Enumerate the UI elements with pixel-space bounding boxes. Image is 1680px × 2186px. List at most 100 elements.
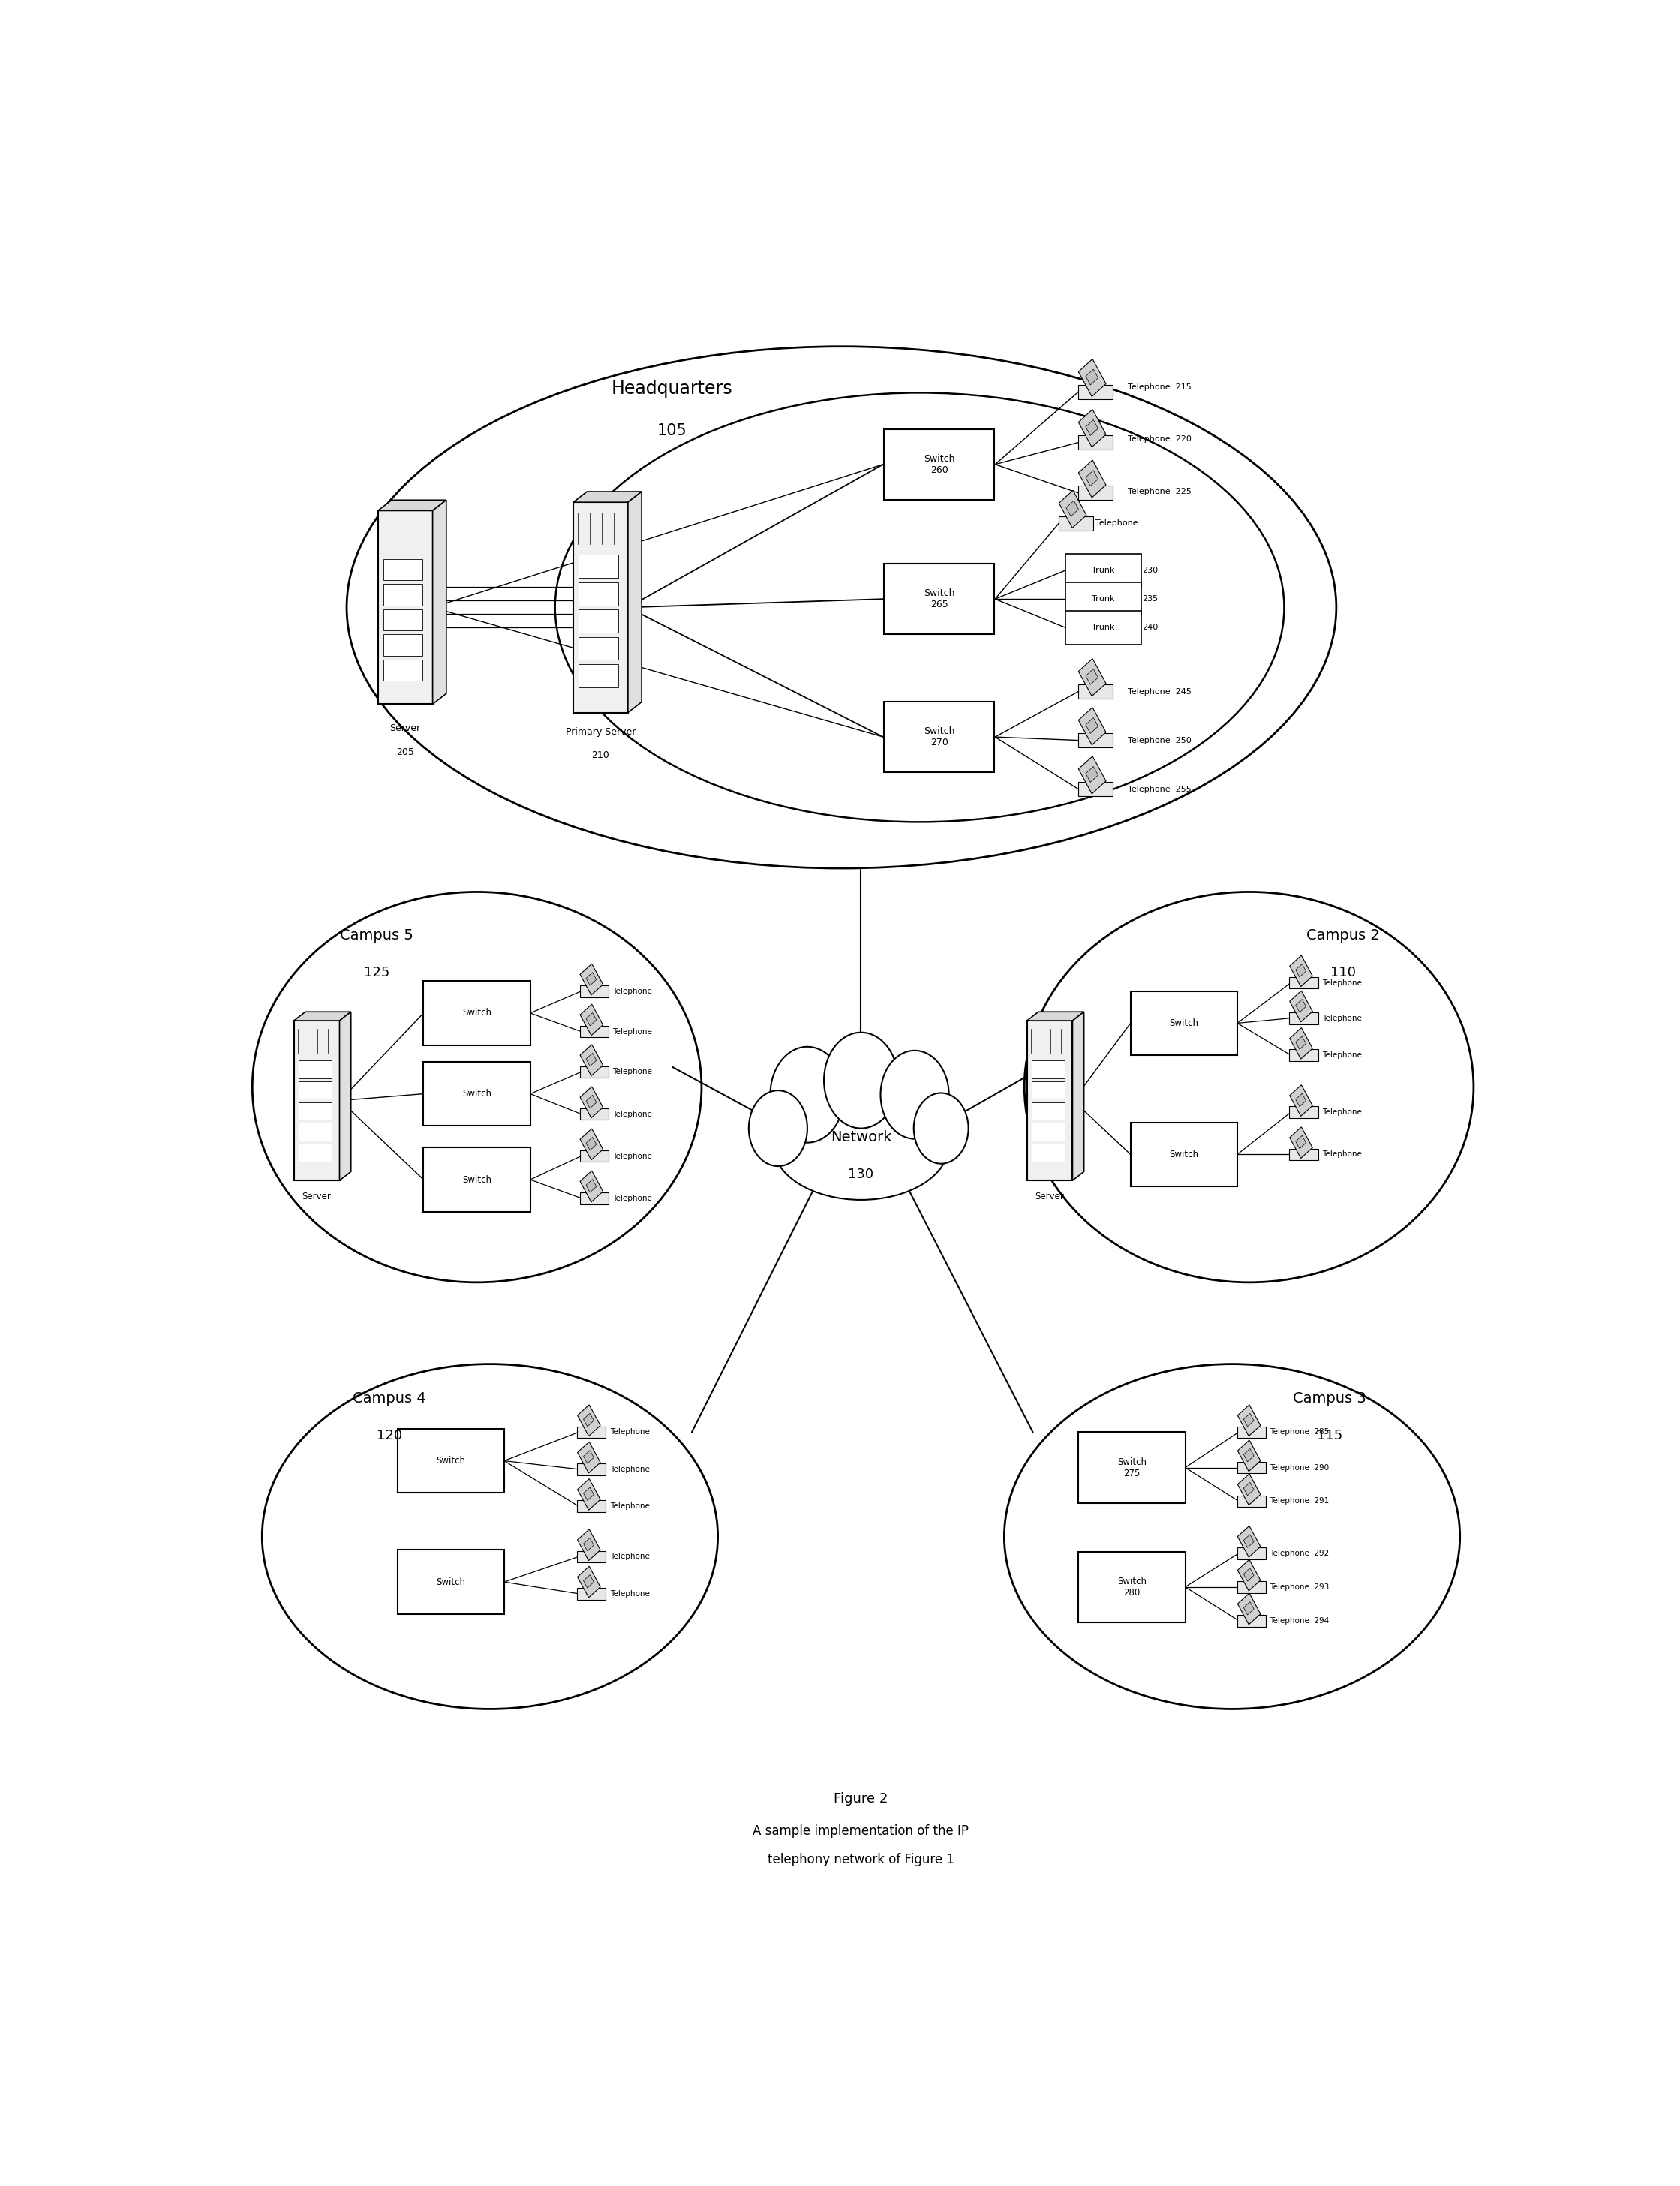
FancyBboxPatch shape <box>299 1102 331 1119</box>
FancyBboxPatch shape <box>884 702 995 772</box>
Polygon shape <box>1243 1535 1253 1548</box>
Polygon shape <box>1079 409 1105 448</box>
Text: Telephone  220: Telephone 220 <box>1127 435 1191 444</box>
Text: Telephone  245: Telephone 245 <box>1127 689 1191 695</box>
Polygon shape <box>628 492 642 713</box>
FancyBboxPatch shape <box>294 1021 339 1180</box>
Text: Telephone  294: Telephone 294 <box>1270 1618 1329 1624</box>
FancyBboxPatch shape <box>398 1550 504 1613</box>
Polygon shape <box>1085 369 1099 385</box>
Text: Server: Server <box>1035 1191 1065 1202</box>
Text: A sample implementation of the IP: A sample implementation of the IP <box>753 1825 969 1838</box>
FancyBboxPatch shape <box>1289 1106 1319 1119</box>
FancyBboxPatch shape <box>1032 1082 1065 1100</box>
Text: 120: 120 <box>376 1430 403 1443</box>
FancyBboxPatch shape <box>1289 1012 1319 1023</box>
Text: Telephone: Telephone <box>612 1027 652 1036</box>
FancyBboxPatch shape <box>1079 1432 1184 1502</box>
Polygon shape <box>1290 955 1312 986</box>
Polygon shape <box>1295 1093 1305 1106</box>
Circle shape <box>880 1051 949 1139</box>
Text: Telephone  225: Telephone 225 <box>1127 487 1191 494</box>
Text: Telephone  215: Telephone 215 <box>1127 383 1191 391</box>
FancyBboxPatch shape <box>580 986 608 997</box>
Text: Telephone: Telephone <box>610 1552 650 1561</box>
FancyBboxPatch shape <box>1289 977 1319 988</box>
FancyBboxPatch shape <box>578 1462 606 1476</box>
Polygon shape <box>1085 669 1099 684</box>
FancyBboxPatch shape <box>423 1148 531 1211</box>
Polygon shape <box>1243 1414 1253 1427</box>
FancyBboxPatch shape <box>299 1060 331 1078</box>
Text: telephony network of Figure 1: telephony network of Figure 1 <box>768 1854 954 1867</box>
FancyBboxPatch shape <box>580 1191 608 1204</box>
Text: Telephone: Telephone <box>1322 1108 1361 1117</box>
Polygon shape <box>578 1443 600 1473</box>
Text: Primary Server: Primary Server <box>566 728 635 737</box>
Text: 110: 110 <box>1331 966 1356 979</box>
Text: Telephone: Telephone <box>612 988 652 995</box>
Text: Network: Network <box>830 1130 892 1145</box>
Text: 125: 125 <box>365 966 390 979</box>
Polygon shape <box>1295 999 1305 1012</box>
Polygon shape <box>578 1530 600 1561</box>
Polygon shape <box>1085 470 1099 485</box>
FancyBboxPatch shape <box>299 1143 331 1161</box>
FancyBboxPatch shape <box>1079 485 1112 501</box>
Text: Campus 5: Campus 5 <box>339 929 413 942</box>
FancyBboxPatch shape <box>884 428 995 501</box>
FancyBboxPatch shape <box>383 634 423 656</box>
FancyBboxPatch shape <box>1236 1462 1267 1473</box>
Text: Telephone: Telephone <box>1322 1150 1361 1159</box>
FancyBboxPatch shape <box>1065 610 1141 645</box>
FancyBboxPatch shape <box>1236 1615 1267 1626</box>
Polygon shape <box>586 1180 596 1191</box>
Polygon shape <box>583 1539 593 1550</box>
Polygon shape <box>1290 990 1312 1021</box>
Polygon shape <box>573 492 642 503</box>
FancyBboxPatch shape <box>578 665 618 686</box>
FancyBboxPatch shape <box>299 1082 331 1100</box>
Polygon shape <box>1026 1012 1084 1021</box>
FancyBboxPatch shape <box>578 1425 606 1438</box>
Polygon shape <box>586 973 596 986</box>
Polygon shape <box>1295 1135 1305 1148</box>
Polygon shape <box>1243 1449 1253 1462</box>
FancyBboxPatch shape <box>1032 1102 1065 1119</box>
Polygon shape <box>1079 459 1105 498</box>
FancyBboxPatch shape <box>884 564 995 634</box>
Polygon shape <box>1290 1128 1312 1159</box>
Text: Telephone: Telephone <box>612 1194 652 1202</box>
Polygon shape <box>1290 1084 1312 1117</box>
Ellipse shape <box>1005 1364 1460 1709</box>
Polygon shape <box>1238 1559 1260 1591</box>
FancyBboxPatch shape <box>578 1587 606 1600</box>
Polygon shape <box>580 964 603 995</box>
Polygon shape <box>1243 1482 1253 1495</box>
FancyBboxPatch shape <box>580 1067 608 1078</box>
Text: Switch: Switch <box>462 1174 492 1185</box>
Text: Trunk: Trunk <box>1092 595 1114 603</box>
Text: Telephone  290: Telephone 290 <box>1270 1465 1329 1471</box>
Polygon shape <box>586 1054 596 1067</box>
Text: 235: 235 <box>1142 595 1158 603</box>
Text: Headquarters: Headquarters <box>612 380 732 398</box>
Text: Switch: Switch <box>1169 1150 1198 1159</box>
FancyBboxPatch shape <box>1079 732 1112 748</box>
Polygon shape <box>580 1003 603 1036</box>
Text: Switch
275: Switch 275 <box>1117 1458 1146 1478</box>
Polygon shape <box>1290 1027 1312 1058</box>
Text: 130: 130 <box>848 1167 874 1180</box>
Text: Trunk: Trunk <box>1092 623 1114 632</box>
Ellipse shape <box>346 345 1336 868</box>
Ellipse shape <box>1025 892 1473 1283</box>
Text: Telephone: Telephone <box>1322 1014 1361 1021</box>
FancyBboxPatch shape <box>423 982 531 1045</box>
Polygon shape <box>1079 708 1105 745</box>
Text: Switch: Switch <box>437 1576 465 1587</box>
Text: 240: 240 <box>1142 623 1158 632</box>
Polygon shape <box>580 1086 603 1117</box>
FancyBboxPatch shape <box>1131 1121 1236 1187</box>
FancyBboxPatch shape <box>383 560 423 579</box>
Polygon shape <box>1238 1526 1260 1556</box>
